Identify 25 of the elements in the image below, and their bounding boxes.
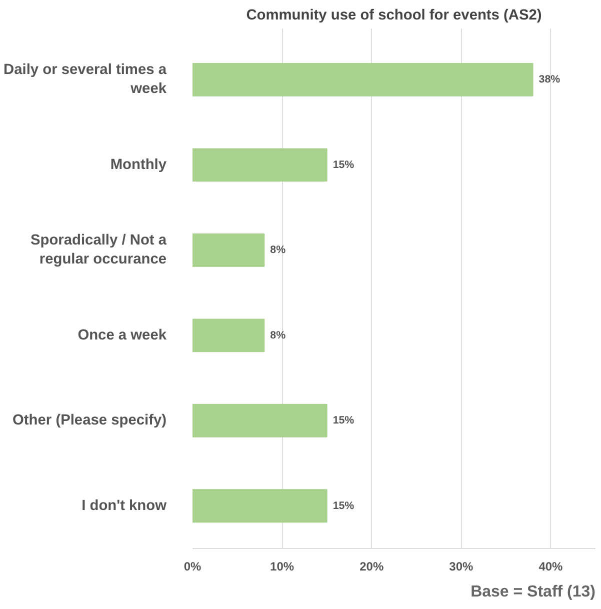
- x-tick-label: 40%: [538, 560, 564, 574]
- x-tick-label: 20%: [360, 560, 384, 574]
- y-tick-label: Once a week: [78, 327, 168, 344]
- bar: [192, 404, 328, 438]
- x-tick-label: 0%: [184, 560, 202, 574]
- y-tick-label: Other (Please specify): [12, 412, 167, 429]
- bar: [192, 318, 265, 352]
- bar: [192, 489, 328, 523]
- data-label: 15%: [332, 414, 355, 427]
- data-label: 8%: [270, 329, 286, 342]
- chart-title: Community use of school for events (AS2): [246, 8, 542, 24]
- bar: [192, 148, 328, 182]
- data-label: 15%: [332, 158, 355, 171]
- data-label: 38%: [538, 74, 561, 86]
- x-tick-label: 10%: [270, 560, 294, 574]
- bar: [192, 233, 265, 267]
- data-label: 8%: [270, 244, 286, 256]
- x-tick-label: 30%: [449, 560, 474, 574]
- y-tick-label: Sporadically / Not a regular occurance: [30, 232, 168, 268]
- text: Base = Staff (13): [470, 584, 596, 600]
- data-label: 15%: [332, 500, 355, 512]
- y-tick-label: Daily or several times a week: [4, 62, 168, 98]
- y-tick-label: I don't know: [82, 498, 168, 514]
- bar: [192, 62, 534, 96]
- y-tick-label: Monthly: [110, 156, 168, 173]
